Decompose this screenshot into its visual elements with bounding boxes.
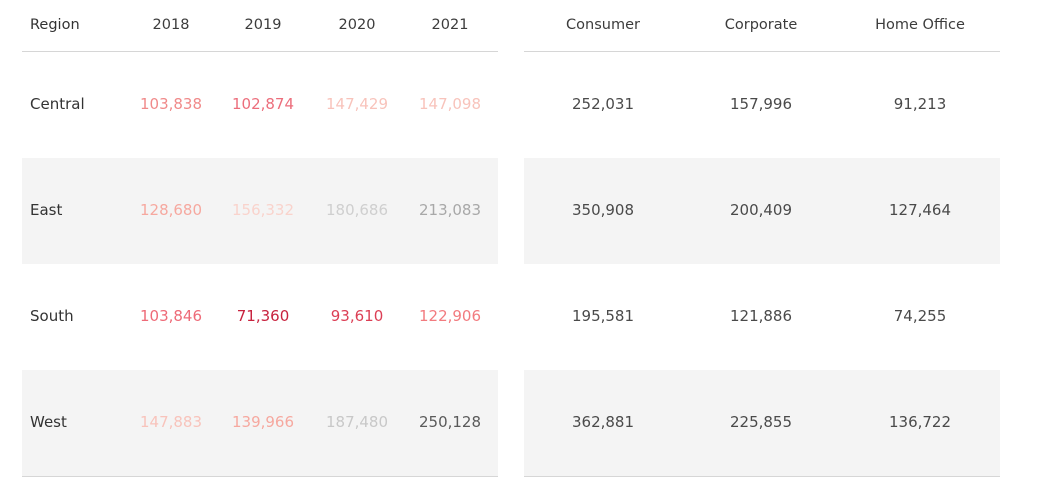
year-column-header-2020: 2020 — [338, 17, 376, 33]
table-row-east: East 128,680 156,332 180,686 213,083 — [22, 158, 498, 264]
sales-cell-west-2021: 250,128 — [418, 413, 482, 431]
segment-column-header-corporate: Corporate — [724, 17, 798, 33]
region-label: Central — [30, 95, 85, 113]
segment-column-header-consumer: Consumer — [566, 17, 640, 33]
region-column-header: Region — [30, 17, 80, 33]
year-column-header-2019: 2019 — [244, 17, 282, 33]
segment-table-header: Consumer Corporate Home Office — [524, 0, 1000, 52]
sales-cell-central-2021: 147,098 — [418, 95, 482, 113]
segment-cell-home-office: 91,213 — [893, 95, 947, 113]
sales-cell-central-2018: 103,838 — [139, 95, 203, 113]
segment-cell-corporate: 157,996 — [729, 95, 793, 113]
segment-cell-home-office: 136,722 — [888, 413, 952, 431]
table-row: 350,908 200,409 127,464 — [524, 158, 1000, 264]
sales-cell-south-2020: 93,610 — [330, 307, 384, 325]
segment-cell-corporate: 200,409 — [729, 201, 793, 219]
segment-cell-consumer: 350,908 — [571, 201, 635, 219]
table-row-south: South 103,846 71,360 93,610 122,906 — [22, 264, 498, 370]
table-bottom-divider — [524, 476, 1000, 477]
table-row: 195,581 121,886 74,255 — [524, 264, 1000, 370]
sales-cell-west-2020: 187,480 — [325, 413, 389, 431]
year-table-header: Region 2018 2019 2020 2021 — [22, 0, 498, 52]
year-table: Region 2018 2019 2020 2021 Central 103,838 102… — [22, 0, 498, 477]
region-label: South — [30, 307, 74, 325]
sales-cell-west-2019: 139,966 — [231, 413, 295, 431]
table-row-central: Central 103,838 102,874 147,429 147,098 — [22, 52, 498, 158]
sales-cell-west-2018: 147,883 — [139, 413, 203, 431]
sales-cell-south-2018: 103,846 — [139, 307, 203, 325]
segment-cell-home-office: 74,255 — [893, 307, 947, 325]
year-column-header-2021: 2021 — [431, 17, 469, 33]
region-label: East — [30, 201, 63, 219]
segment-cell-corporate: 121,886 — [729, 307, 793, 325]
table-row-west: West 147,883 139,966 187,480 250,128 — [22, 370, 498, 476]
segment-column-header-home-office: Home Office — [875, 17, 965, 33]
sales-cell-central-2020: 147,429 — [325, 95, 389, 113]
table-bottom-divider — [22, 476, 498, 477]
sales-cell-east-2018: 128,680 — [139, 201, 203, 219]
sales-cell-east-2020: 180,686 — [325, 201, 389, 219]
segment-cell-consumer: 195,581 — [571, 307, 635, 325]
region-label: West — [30, 413, 67, 431]
table-row: 362,881 225,855 136,722 — [524, 370, 1000, 476]
segment-cell-consumer: 252,031 — [571, 95, 635, 113]
segment-cell-corporate: 225,855 — [729, 413, 793, 431]
sales-cell-east-2021: 213,083 — [418, 201, 482, 219]
year-column-header-2018: 2018 — [152, 17, 190, 33]
sales-cell-central-2019: 102,874 — [231, 95, 295, 113]
segment-cell-consumer: 362,881 — [571, 413, 635, 431]
segment-cell-home-office: 127,464 — [888, 201, 952, 219]
segment-table: Consumer Corporate Home Office 252,031 157,… — [524, 0, 1000, 477]
sales-cell-south-2019: 71,360 — [236, 307, 290, 325]
sales-cell-south-2021: 122,906 — [418, 307, 482, 325]
table-row: 252,031 157,996 91,213 — [524, 52, 1000, 158]
sales-cell-east-2019: 156,332 — [231, 201, 295, 219]
